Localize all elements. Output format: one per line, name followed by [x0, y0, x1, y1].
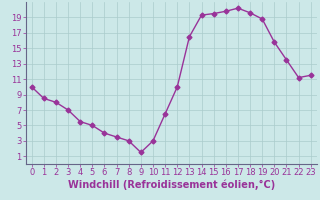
X-axis label: Windchill (Refroidissement éolien,°C): Windchill (Refroidissement éolien,°C) [68, 180, 275, 190]
